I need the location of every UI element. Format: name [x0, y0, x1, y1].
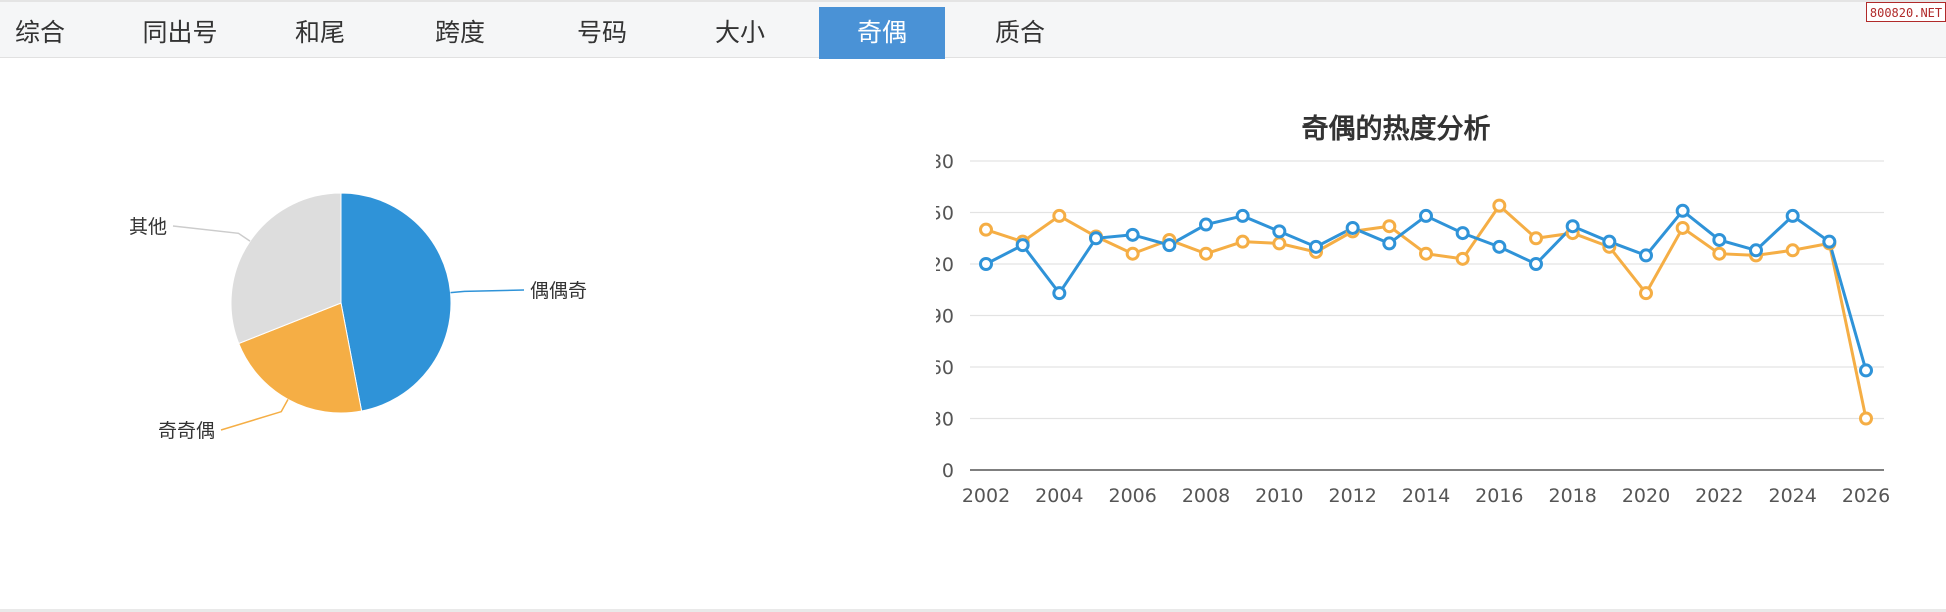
x-tick-label: 2010 [1255, 485, 1303, 507]
data-point [1785, 208, 1800, 223]
pie-leader-line [172, 225, 251, 242]
data-point [1125, 246, 1140, 261]
pie-slice [230, 192, 342, 345]
data-point [1235, 234, 1250, 249]
line-chart: 奇偶的热度分析 0 30 60 90 120 150 180 2002 2004 2006 2008 2… [936, 113, 1890, 507]
pie-slice [340, 192, 452, 412]
data-point [1565, 219, 1580, 234]
data-point [1859, 411, 1873, 426]
data-point [1675, 220, 1690, 235]
data-point [1455, 226, 1470, 241]
x-tick-label: 2026 [1842, 485, 1890, 507]
data-point [1199, 217, 1213, 232]
data-point [1859, 363, 1873, 378]
data-point [1015, 238, 1030, 253]
data-point [1639, 248, 1653, 263]
x-tick-label: 2014 [1402, 485, 1450, 507]
pie-leader-line [450, 289, 525, 294]
tab-daxiao[interactable]: 大小 [714, 18, 765, 47]
y-tick-label: 90 [936, 306, 954, 328]
data-point [1309, 239, 1323, 254]
series-line [985, 208, 1868, 371]
tab-haoma[interactable]: 号码 [576, 18, 627, 47]
pie-label: 其他 [129, 216, 167, 238]
x-tick-label: 2006 [1108, 485, 1156, 507]
tab-hewei[interactable]: 和尾 [294, 18, 345, 47]
data-point [1529, 257, 1543, 271]
data-point [1529, 231, 1543, 246]
data-point [1382, 236, 1397, 251]
data-point [1199, 246, 1213, 261]
data-point [1052, 286, 1067, 301]
data-point [1272, 224, 1287, 239]
data-point [1345, 220, 1360, 235]
tab-kuadu[interactable]: 跨度 [434, 18, 485, 47]
tab-zonghe[interactable]: 综合 [14, 18, 65, 47]
y-tick-label: 150 [936, 203, 954, 225]
data-point [1382, 219, 1397, 234]
data-point [979, 257, 993, 271]
data-point [1712, 246, 1727, 261]
data-point [1602, 234, 1617, 249]
x-tick-label: 2020 [1622, 485, 1670, 507]
data-point [1749, 243, 1763, 258]
chart-title: 奇偶的热度分析 [1302, 113, 1491, 145]
tab-tongchuhao[interactable]: 同出号 [142, 18, 218, 47]
data-point [1492, 239, 1507, 254]
data-point [1785, 243, 1800, 258]
x-tick-label: 2018 [1548, 485, 1596, 507]
data-point [1419, 208, 1433, 223]
x-tick-label: 2022 [1695, 485, 1743, 507]
data-point [1639, 286, 1653, 301]
x-tick-label: 2008 [1182, 485, 1230, 507]
x-tick-label: 2012 [1328, 485, 1376, 507]
watermark-badge: 800820.NET [1866, 2, 1946, 22]
y-tick-label: 60 [936, 357, 954, 379]
y-tick-label: 120 [936, 254, 954, 276]
data-point [1822, 234, 1837, 249]
x-tick-label: 2002 [962, 485, 1010, 507]
pie-leader-line [220, 399, 289, 431]
x-tick-label: 2004 [1035, 485, 1083, 507]
x-tick-label: 2016 [1475, 485, 1523, 507]
tab-jiou[interactable]: 奇偶 [819, 7, 945, 59]
data-point [1492, 198, 1507, 213]
pie-label: 奇奇偶 [158, 420, 215, 442]
pie-label: 偶偶奇 [530, 280, 587, 302]
y-tick-label: 180 [936, 151, 954, 173]
data-point [979, 222, 993, 237]
x-tick-label: 2024 [1768, 485, 1816, 507]
data-point [1125, 227, 1140, 242]
y-tick-label: 0 [942, 460, 954, 482]
data-point [1272, 236, 1287, 251]
data-point [1052, 208, 1067, 223]
data-point [1712, 232, 1727, 247]
y-tick-label: 30 [936, 409, 954, 431]
data-point [1235, 208, 1250, 223]
data-point [1675, 203, 1690, 218]
data-point [1089, 231, 1103, 246]
tab-bar: 综合 同出号 和尾 跨度 号码 大小 奇偶 质合 [0, 0, 1946, 59]
tab-zhihe[interactable]: 质合 [994, 18, 1045, 47]
data-point [1162, 238, 1177, 253]
bottom-divider [0, 609, 1946, 612]
data-point [1455, 251, 1470, 266]
data-point [1419, 246, 1433, 261]
